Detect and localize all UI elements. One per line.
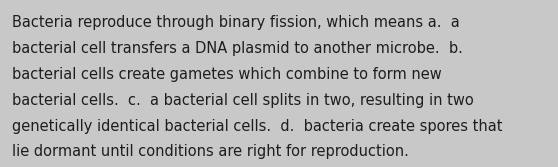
- Text: Bacteria reproduce through binary fission, which means a.  a: Bacteria reproduce through binary fissio…: [12, 15, 460, 30]
- Text: bacterial cell transfers a DNA plasmid to another microbe.  b.: bacterial cell transfers a DNA plasmid t…: [12, 41, 463, 56]
- Text: bacterial cells.  c.  a bacterial cell splits in two, resulting in two: bacterial cells. c. a bacterial cell spl…: [12, 93, 474, 108]
- Text: bacterial cells create gametes which combine to form new: bacterial cells create gametes which com…: [12, 67, 442, 82]
- Text: genetically identical bacterial cells.  d.  bacteria create spores that: genetically identical bacterial cells. d…: [12, 119, 503, 134]
- Text: lie dormant until conditions are right for reproduction.: lie dormant until conditions are right f…: [12, 144, 409, 159]
